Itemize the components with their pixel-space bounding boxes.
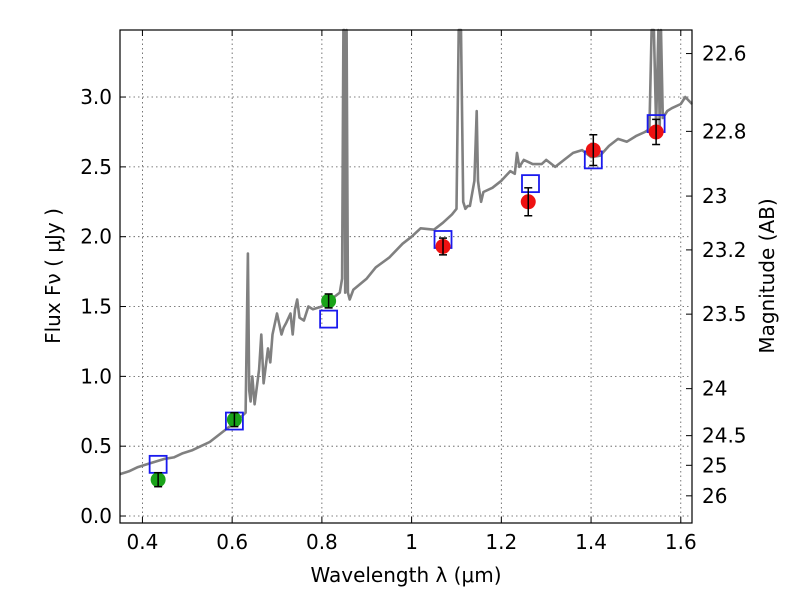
- y-tick-label: 2.0: [80, 225, 112, 249]
- y-tick-label: 1.5: [80, 295, 112, 319]
- y-tick-label: 0.0: [80, 504, 112, 528]
- plot-frame: [119, 29, 693, 524]
- x-tick-label: 0.8: [306, 530, 338, 554]
- x-axis-label: Wavelength λ (μm): [310, 563, 501, 587]
- x-tick-label: 0.6: [216, 530, 248, 554]
- y2-tick-label: 26: [702, 484, 727, 508]
- y2-tick-label: 24.5: [702, 424, 747, 448]
- x-tick-label: 1.2: [485, 530, 517, 554]
- model-spectrum-line: [119, 28, 693, 476]
- y2-tick-label: 25: [702, 453, 727, 477]
- y-tick-label: 3.0: [80, 85, 112, 109]
- x-tick-label: 0.4: [127, 530, 159, 554]
- y2-tick-label: 23: [702, 184, 727, 208]
- x-tick-label: 1.4: [575, 530, 607, 554]
- y2-tick-label: 22.6: [702, 42, 747, 66]
- y-tick-label: 2.5: [80, 155, 112, 179]
- axis-ticks: 0.4 0.6 0.8 1 1.2 1.4 1.6 0.0 0.5 1.0 1.5 2.0 2.5 3.0…: [80, 30, 747, 554]
- x-tick-label: 1: [405, 530, 418, 554]
- y-axis-label: Flux Fν ( μJy ): [41, 208, 65, 344]
- y2-tick-label: 24: [702, 377, 727, 401]
- x-tick-label: 1.6: [665, 530, 697, 554]
- y-tick-label: 1.0: [80, 364, 112, 388]
- y2-axis-label: Magnitude (AB): [755, 198, 779, 353]
- y2-tick-label: 23.2: [702, 238, 747, 262]
- y2-tick-label: 22.8: [702, 119, 747, 143]
- y-tick-label: 0.5: [80, 434, 112, 458]
- plot-data: [119, 28, 693, 488]
- grid: [120, 30, 692, 523]
- model-flux-box: [521, 174, 540, 194]
- model-flux-box: [319, 309, 339, 329]
- y2-tick-label: 23.5: [702, 302, 747, 326]
